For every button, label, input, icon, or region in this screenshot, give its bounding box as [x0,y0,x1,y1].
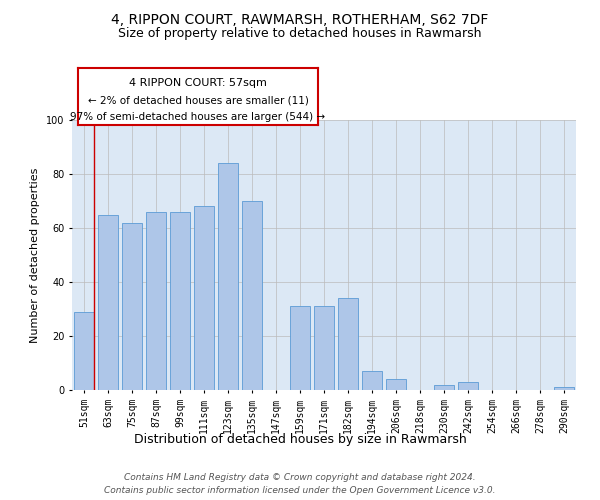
Text: Contains public sector information licensed under the Open Government Licence v3: Contains public sector information licen… [104,486,496,495]
Bar [554,388,574,390]
Bar [170,212,190,390]
Bar [242,201,262,390]
Text: ← 2% of detached houses are smaller (11): ← 2% of detached houses are smaller (11) [88,95,308,105]
Bar [458,382,478,390]
Bar [218,163,238,390]
Y-axis label: Number of detached properties: Number of detached properties [31,168,40,342]
Bar [434,384,454,390]
Text: 4, RIPPON COURT, RAWMARSH, ROTHERHAM, S62 7DF: 4, RIPPON COURT, RAWMARSH, ROTHERHAM, S6… [112,12,488,26]
Text: 4 RIPPON COURT: 57sqm: 4 RIPPON COURT: 57sqm [129,78,267,88]
Bar [194,206,214,390]
Bar [314,306,334,390]
Bar [386,379,406,390]
Text: Distribution of detached houses by size in Rawmarsh: Distribution of detached houses by size … [134,432,466,446]
Bar [146,212,166,390]
Bar [362,371,382,390]
Bar [122,222,142,390]
Text: Size of property relative to detached houses in Rawmarsh: Size of property relative to detached ho… [118,28,482,40]
Bar [74,312,94,390]
Bar [98,214,118,390]
Bar [290,306,310,390]
Text: Contains HM Land Registry data © Crown copyright and database right 2024.: Contains HM Land Registry data © Crown c… [124,472,476,482]
Bar [338,298,358,390]
Text: 97% of semi-detached houses are larger (544) →: 97% of semi-detached houses are larger (… [70,112,326,122]
